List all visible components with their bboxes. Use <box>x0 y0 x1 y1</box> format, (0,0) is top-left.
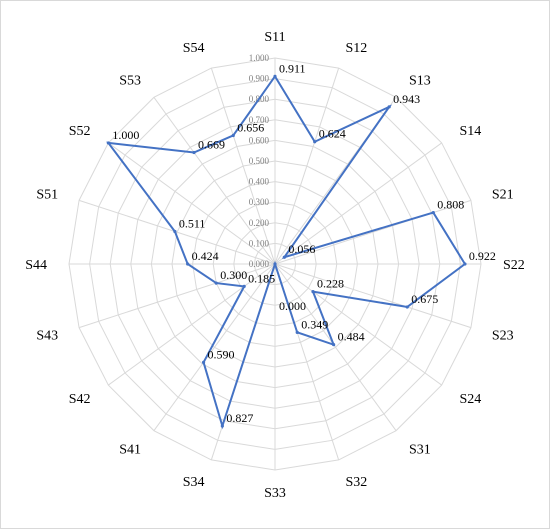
value-label: 0.656 <box>237 120 264 134</box>
value-label: 0.484 <box>338 330 365 344</box>
value-label: 0.922 <box>469 249 496 263</box>
category-label: S12 <box>345 41 367 56</box>
value-label: 0.590 <box>208 347 235 361</box>
category-label: S51 <box>36 188 58 203</box>
series-layer <box>106 74 467 430</box>
category-label: S34 <box>183 475 205 490</box>
value-label: 0.185 <box>248 271 275 285</box>
axis-spoke <box>108 263 276 386</box>
tick-label: 0.700 <box>249 115 270 125</box>
axis-spoke <box>274 263 397 431</box>
axis-spoke <box>108 142 276 265</box>
axis-spoke <box>274 67 340 265</box>
tick-label: 0.500 <box>249 156 270 166</box>
axis-spoke <box>274 263 472 329</box>
category-label: S14 <box>459 124 481 139</box>
data-point <box>311 290 315 294</box>
axis-spoke <box>210 67 276 265</box>
data-point <box>405 305 409 309</box>
category-label: S23 <box>492 328 514 343</box>
value-label: 0.349 <box>301 317 328 331</box>
axis-spoke <box>153 97 276 265</box>
tick-label: 0.600 <box>249 135 270 145</box>
value-label: 0.808 <box>437 198 464 212</box>
category-label: S52 <box>69 124 91 139</box>
category-label: S33 <box>264 486 286 501</box>
category-label: S31 <box>409 442 431 457</box>
data-point <box>332 343 336 347</box>
data-point <box>106 141 110 145</box>
value-label: 0.624 <box>319 127 346 141</box>
value-label: 0.056 <box>288 242 315 256</box>
tick-label: 0.100 <box>249 238 270 248</box>
value-label: 0.911 <box>279 61 306 75</box>
tick-label: 1.000 <box>249 53 270 63</box>
category-label: S41 <box>119 442 141 457</box>
data-point <box>214 281 218 285</box>
data-point <box>273 74 277 78</box>
value-label: 1.000 <box>112 128 139 142</box>
category-label: S22 <box>503 258 525 273</box>
data-point <box>387 105 391 109</box>
category-label: S43 <box>36 328 58 343</box>
value-label: 0.228 <box>317 277 344 291</box>
category-label: S53 <box>119 74 141 89</box>
data-point <box>463 262 467 266</box>
category-label: S21 <box>492 188 514 203</box>
value-label: 0.300 <box>220 268 247 282</box>
tick-label: 0.900 <box>249 74 270 84</box>
value-label: 0.000 <box>279 299 306 313</box>
data-point <box>431 210 435 215</box>
series-line <box>106 74 467 430</box>
data-point <box>282 255 286 259</box>
value-label: 0.424 <box>192 249 219 263</box>
data-point <box>186 262 190 266</box>
axis-spoke <box>78 263 276 329</box>
value-label: 0.511 <box>179 216 206 230</box>
data-point <box>231 133 235 138</box>
axis-spoke <box>153 263 276 431</box>
data-point <box>273 262 277 266</box>
value-label: 0.669 <box>198 138 225 152</box>
data-point <box>295 330 299 334</box>
category-labels: S11 S12 S13 S14 S21 S22 S23 S24 S31 S32 S33 S34 S41 S… <box>25 30 525 501</box>
axis-spoke <box>274 263 442 386</box>
data-point <box>192 150 196 155</box>
tick-label: 0.400 <box>249 177 270 187</box>
data-point <box>242 284 246 289</box>
value-labels: 0.911 0.624 0.943 0.056 0.808 0.922 0.675 0.228… <box>112 61 496 425</box>
category-label: S44 <box>25 258 47 273</box>
data-point <box>313 140 317 144</box>
value-label: 0.943 <box>393 92 420 106</box>
category-label: S42 <box>69 392 91 407</box>
category-label: S24 <box>459 392 481 407</box>
tick-label: 0.300 <box>249 197 270 207</box>
category-label: S54 <box>183 41 205 56</box>
data-point <box>220 424 224 428</box>
data-point <box>201 360 206 364</box>
value-label: 0.675 <box>411 292 438 306</box>
category-label: S11 <box>264 30 285 45</box>
category-label: S32 <box>345 475 367 490</box>
tick-label: 0.000 <box>249 259 270 269</box>
axis-spoke <box>274 199 472 265</box>
tick-label: 0.200 <box>249 218 270 228</box>
category-label: S13 <box>409 74 431 89</box>
axis-spoke <box>78 199 276 265</box>
data-point <box>173 229 177 234</box>
axis-spoke <box>274 142 442 265</box>
value-label: 0.827 <box>226 411 253 425</box>
